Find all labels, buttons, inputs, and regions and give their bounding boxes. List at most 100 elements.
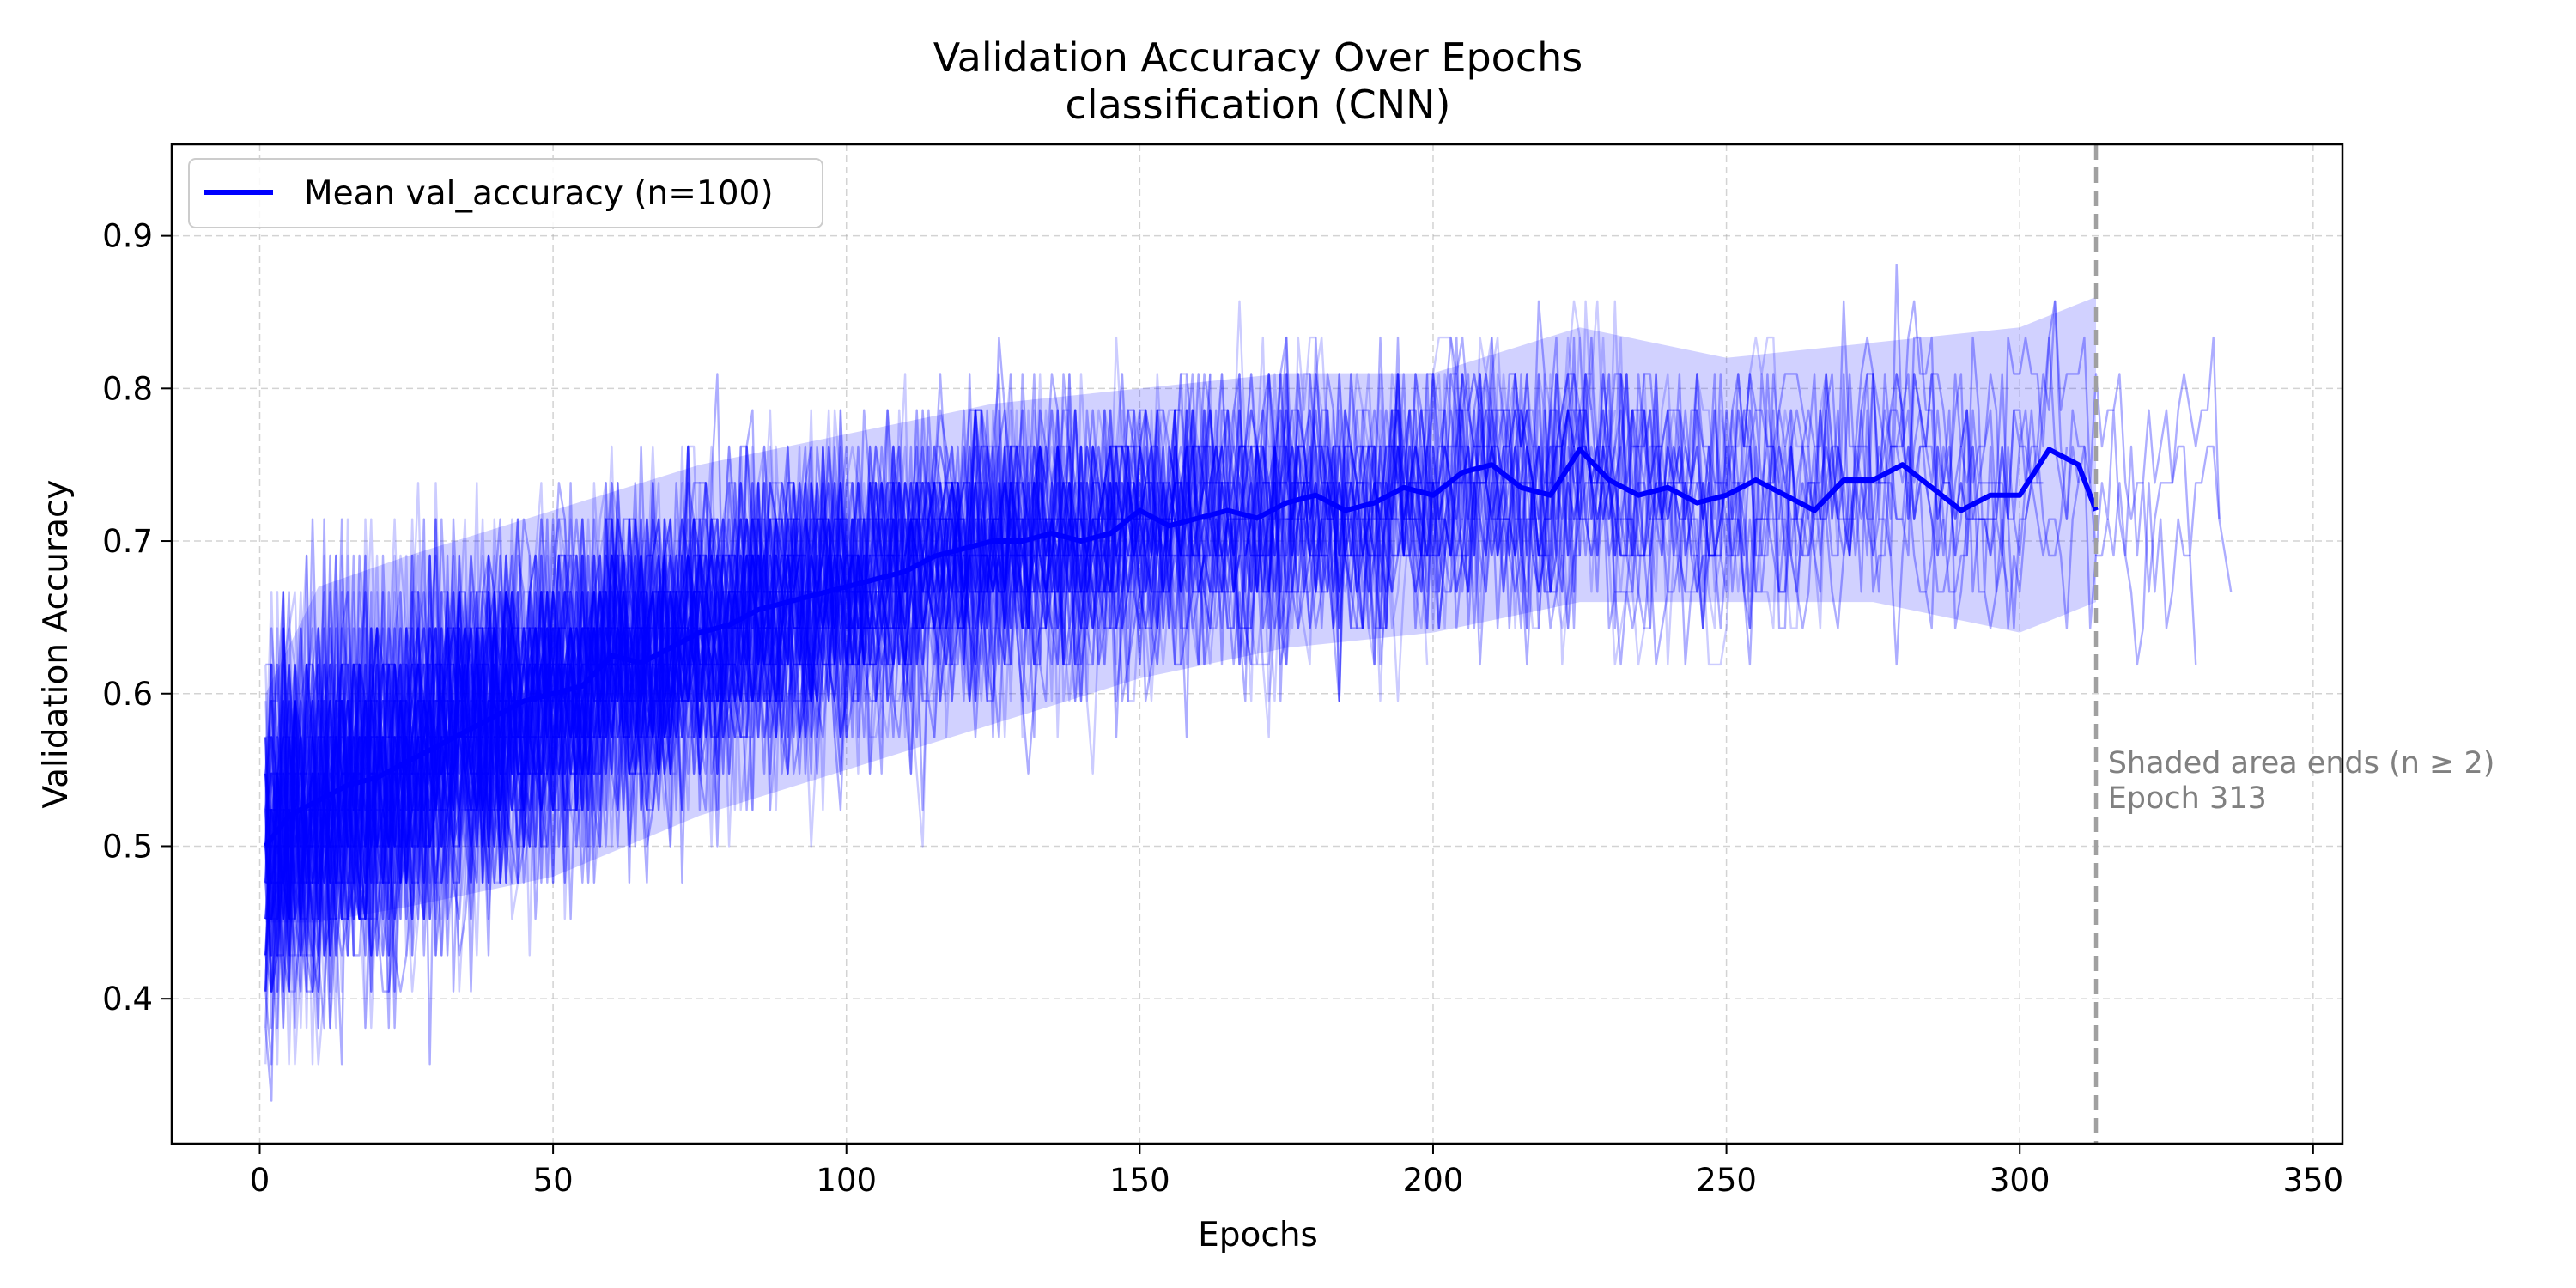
run-trace: [264, 482, 842, 920]
run-trace: [264, 300, 2080, 992]
grid: [172, 144, 2342, 1144]
individual-runs: [264, 264, 2233, 1102]
run-trace: [264, 518, 696, 884]
run-trace: [264, 518, 783, 956]
x-tick-label: 200: [1403, 1162, 1464, 1199]
run-trace: [264, 373, 1083, 920]
run-trace: [265, 373, 1429, 993]
run-trace: [264, 300, 1657, 920]
x-tick-label: 150: [1109, 1162, 1170, 1199]
run-trace: [264, 373, 2009, 993]
run-trace: [264, 373, 1212, 920]
run-trace: [264, 482, 1017, 1030]
run-trace: [264, 445, 901, 993]
run-trace: [264, 409, 983, 957]
y-tick-label: 0.4: [102, 981, 153, 1018]
run-trace: [264, 373, 1996, 1030]
run-trace: [264, 445, 1804, 1066]
y-tick-label: 0.9: [102, 218, 153, 255]
mean-line: [263, 447, 2099, 848]
mean-series-layer: [263, 447, 2099, 848]
run-trace: [264, 373, 1662, 1102]
y-axis-label: Validation Accuracy: [37, 479, 76, 808]
run-trace: [264, 409, 1364, 957]
run-trace: [264, 445, 1558, 1030]
chart-title: Validation Accuracy Over Epochs: [933, 34, 1583, 81]
run-trace: [264, 336, 2069, 957]
run-trace: [265, 373, 1516, 920]
run-trace: [264, 554, 719, 1030]
run-trace: [265, 482, 918, 993]
run-trace: [264, 518, 854, 1066]
run-trace: [264, 482, 702, 957]
run-trace: [264, 482, 853, 956]
run-trace: [264, 373, 1616, 1030]
run-trace: [264, 373, 1746, 993]
run-trace: [264, 482, 1299, 1030]
chart-subtitle: classification (CNN): [1066, 82, 1451, 128]
run-trace: [264, 554, 683, 993]
run-trace: [264, 445, 994, 992]
x-tick-label: 250: [1696, 1162, 1757, 1199]
run-trace: [264, 445, 1429, 957]
x-tick-label: 300: [1990, 1162, 2050, 1199]
run-trace: [264, 409, 1311, 993]
run-trace: [264, 373, 1445, 993]
run-trace: [264, 264, 2221, 848]
run-trace: [264, 373, 1464, 1066]
run-trace: [264, 409, 1375, 957]
x-tick-label: 100: [816, 1162, 877, 1199]
run-trace: [264, 409, 1112, 884]
run-trace: [265, 409, 1024, 1030]
x-axis-ticks: 0 50 100 150 200 250 300 350: [250, 1144, 2343, 1199]
run-trace: [264, 518, 700, 993]
run-trace: [265, 409, 1716, 1030]
shaded-band-layer: [265, 296, 2097, 923]
run-trace: [264, 373, 1264, 993]
run-trace: [264, 482, 1018, 957]
run-trace: [264, 409, 1147, 920]
run-trace: [264, 554, 801, 920]
run-trace: [264, 409, 1118, 920]
run-trace: [264, 336, 2033, 1066]
run-trace: [264, 373, 1839, 957]
legend-box: [188, 158, 823, 228]
run-trace: [264, 518, 677, 1030]
run-trace: [264, 300, 1839, 957]
x-tick-label: 350: [2283, 1162, 2344, 1199]
y-tick-label: 0.8: [102, 370, 153, 407]
run-trace: [264, 482, 836, 1030]
x-tick-label: 0: [250, 1162, 270, 1199]
run-trace: [264, 336, 1576, 993]
plot-frame: [170, 143, 2344, 1145]
run-trace: [264, 336, 1581, 884]
run-trace: [264, 482, 677, 993]
y-axis-ticks: 0.4 0.5 0.6 0.7 0.8 0.9: [102, 218, 172, 1018]
run-trace: [265, 409, 1534, 993]
run-trace: [264, 409, 1018, 957]
run-trace: [265, 373, 1505, 993]
run-trace: [264, 409, 1757, 1066]
y-tick-label: 0.6: [102, 676, 153, 713]
legend: Mean val_accuracy (n=100): [188, 158, 823, 228]
run-trace: [264, 482, 1000, 993]
run-trace: [264, 373, 1164, 1030]
x-axis-label: Epochs: [1198, 1216, 1318, 1255]
run-trace: [264, 409, 1429, 992]
run-trace: [264, 409, 1194, 957]
x-tick-label: 50: [533, 1162, 574, 1199]
run-trace: [264, 373, 2044, 993]
run-trace: [264, 518, 707, 957]
run-trace: [264, 336, 2233, 957]
shaded-band: [265, 296, 2097, 923]
run-trace: [264, 518, 818, 993]
run-trace: [264, 373, 1310, 957]
run-trace: [265, 445, 812, 957]
run-trace: [264, 445, 1229, 993]
run-trace: [265, 518, 671, 920]
run-trace: [264, 518, 901, 993]
y-tick-label: 0.7: [102, 523, 153, 560]
run-trace: [264, 373, 1945, 993]
annotation-line-1: Shaded area ends (n ≥ 2): [2108, 746, 2495, 781]
